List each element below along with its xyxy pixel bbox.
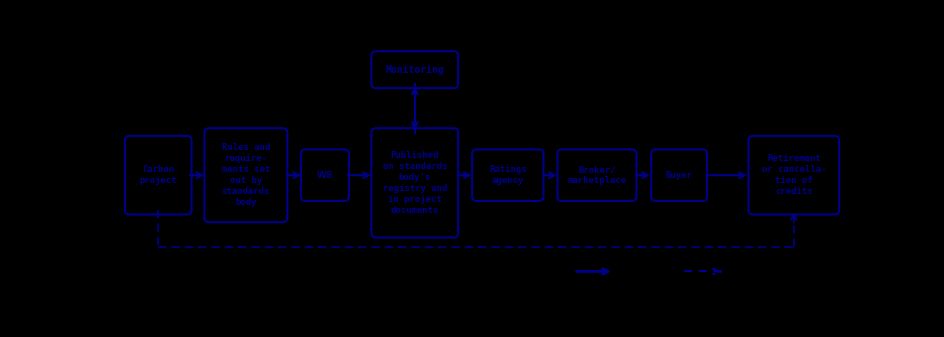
Text: Buyer: Buyer bbox=[666, 171, 693, 180]
FancyBboxPatch shape bbox=[125, 136, 192, 214]
FancyBboxPatch shape bbox=[371, 128, 458, 238]
FancyBboxPatch shape bbox=[301, 149, 349, 201]
Text: Rules and
require-
ments set
out by
standards
body: Rules and require- ments set out by stan… bbox=[222, 143, 270, 208]
Text: Monitoring: Monitoring bbox=[385, 65, 445, 75]
Text: Carbon
project: Carbon project bbox=[140, 165, 177, 185]
FancyBboxPatch shape bbox=[557, 149, 636, 201]
FancyBboxPatch shape bbox=[371, 51, 458, 88]
FancyBboxPatch shape bbox=[651, 149, 707, 201]
Text: Retirement
or cancella-
tion of
credits: Retirement or cancella- tion of credits bbox=[762, 154, 826, 196]
Text: VVB: VVB bbox=[317, 171, 333, 180]
FancyBboxPatch shape bbox=[749, 136, 839, 214]
Text: Ratings
agency: Ratings agency bbox=[489, 165, 527, 185]
Text: Published
on standards
body's
registry and
in project
documents: Published on standards body's registry a… bbox=[382, 151, 447, 215]
Text: Broker/
marketplace: Broker/ marketplace bbox=[567, 165, 627, 185]
FancyBboxPatch shape bbox=[472, 149, 544, 201]
FancyBboxPatch shape bbox=[205, 128, 287, 222]
